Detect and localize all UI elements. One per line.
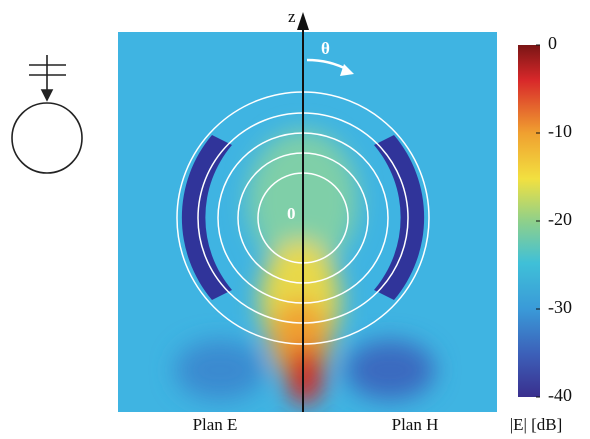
y-tick-label: -30 — [548, 297, 572, 317]
source-icon — [11, 55, 83, 174]
plane-label: Plan H — [392, 415, 439, 434]
plane-label: Plan E — [193, 415, 238, 434]
axis-label: z — [288, 7, 296, 26]
z-axis — [297, 12, 309, 412]
angle-label: θ — [321, 39, 330, 58]
colorbar — [518, 45, 540, 397]
colorbar-label: |E| [dB] — [510, 415, 563, 434]
y-tick-label: 0 — [548, 33, 557, 53]
y-tick-label: -10 — [548, 121, 572, 141]
y-tick-label: -20 — [548, 209, 572, 229]
y-tick-label: -40 — [548, 385, 572, 405]
origin-label: 0 — [287, 204, 296, 223]
angle-arrow-head — [340, 64, 354, 76]
field-image — [118, 32, 497, 412]
